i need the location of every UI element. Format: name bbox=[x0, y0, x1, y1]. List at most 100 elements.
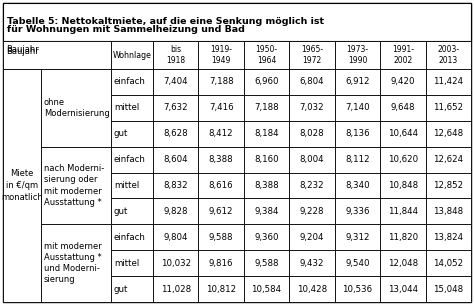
Text: 8,604: 8,604 bbox=[164, 155, 188, 164]
Bar bbox=[335, 41, 380, 69]
Bar bbox=[153, 69, 199, 95]
Bar bbox=[289, 95, 335, 121]
Bar bbox=[426, 95, 471, 121]
Bar bbox=[244, 276, 289, 302]
Text: 6,804: 6,804 bbox=[300, 77, 324, 86]
Bar bbox=[3, 3, 471, 41]
Text: einfach: einfach bbox=[114, 233, 146, 242]
Bar bbox=[335, 121, 380, 147]
Text: 9,228: 9,228 bbox=[300, 207, 324, 216]
Bar bbox=[199, 224, 244, 250]
Text: 9,540: 9,540 bbox=[345, 259, 370, 268]
Bar bbox=[335, 173, 380, 199]
Text: 11,424: 11,424 bbox=[433, 77, 464, 86]
Text: 8,388: 8,388 bbox=[209, 155, 234, 164]
Bar bbox=[426, 41, 471, 69]
Text: 10,428: 10,428 bbox=[297, 285, 327, 293]
Bar bbox=[199, 199, 244, 224]
Text: 10,812: 10,812 bbox=[206, 285, 236, 293]
Bar bbox=[426, 276, 471, 302]
Bar bbox=[289, 276, 335, 302]
Bar bbox=[244, 250, 289, 276]
Bar bbox=[199, 121, 244, 147]
Bar bbox=[289, 147, 335, 173]
Bar bbox=[244, 199, 289, 224]
Text: 10,848: 10,848 bbox=[388, 181, 418, 190]
Text: Baujahr: Baujahr bbox=[6, 45, 39, 54]
Bar bbox=[335, 199, 380, 224]
Bar bbox=[335, 276, 380, 302]
Text: nach Moderni-
sierung oder
mit moderner
Ausstattung *: nach Moderni- sierung oder mit moderner … bbox=[44, 164, 104, 207]
Text: 2003-
2013: 2003- 2013 bbox=[437, 45, 459, 65]
Text: mittel: mittel bbox=[114, 181, 139, 190]
Text: 14,052: 14,052 bbox=[433, 259, 464, 268]
Text: 8,616: 8,616 bbox=[209, 181, 234, 190]
Bar bbox=[335, 95, 380, 121]
Bar bbox=[244, 147, 289, 173]
Bar bbox=[289, 41, 335, 69]
Bar bbox=[426, 147, 471, 173]
Bar bbox=[199, 147, 244, 173]
Bar bbox=[111, 147, 153, 173]
Text: 8,184: 8,184 bbox=[254, 129, 279, 138]
Text: 8,628: 8,628 bbox=[164, 129, 188, 138]
Bar bbox=[41, 224, 111, 302]
Text: gut: gut bbox=[114, 129, 128, 138]
Bar bbox=[199, 250, 244, 276]
Text: 8,028: 8,028 bbox=[300, 129, 324, 138]
Text: 7,188: 7,188 bbox=[254, 103, 279, 112]
Bar bbox=[244, 121, 289, 147]
Text: 9,588: 9,588 bbox=[209, 233, 233, 242]
Bar bbox=[111, 41, 153, 69]
Text: 9,312: 9,312 bbox=[345, 233, 370, 242]
Text: 7,140: 7,140 bbox=[345, 103, 370, 112]
Text: 9,204: 9,204 bbox=[300, 233, 324, 242]
Text: für Wohnungen mit Sammelheizung und Bad: für Wohnungen mit Sammelheizung und Bad bbox=[7, 26, 245, 34]
Text: 7,404: 7,404 bbox=[164, 77, 188, 86]
Text: 10,584: 10,584 bbox=[252, 285, 282, 293]
Bar bbox=[244, 95, 289, 121]
Text: 1919-
1949: 1919- 1949 bbox=[210, 45, 232, 65]
Text: 8,340: 8,340 bbox=[345, 181, 370, 190]
Text: 8,160: 8,160 bbox=[254, 155, 279, 164]
Bar bbox=[380, 224, 426, 250]
Bar bbox=[41, 147, 111, 224]
Text: 15,048: 15,048 bbox=[433, 285, 464, 293]
Text: 11,028: 11,028 bbox=[161, 285, 191, 293]
Bar bbox=[111, 173, 153, 199]
Text: 9,828: 9,828 bbox=[164, 207, 188, 216]
Bar bbox=[111, 69, 153, 95]
Bar bbox=[426, 121, 471, 147]
Bar bbox=[426, 69, 471, 95]
Text: Baujahr: Baujahr bbox=[6, 46, 39, 56]
Bar bbox=[153, 250, 199, 276]
Bar bbox=[153, 173, 199, 199]
Text: bis
1918: bis 1918 bbox=[166, 45, 185, 65]
Text: 9,804: 9,804 bbox=[164, 233, 188, 242]
Text: 12,852: 12,852 bbox=[433, 181, 464, 190]
Text: einfach: einfach bbox=[114, 155, 146, 164]
Bar bbox=[289, 250, 335, 276]
Text: 7,032: 7,032 bbox=[300, 103, 324, 112]
Text: 12,624: 12,624 bbox=[433, 155, 464, 164]
Text: einfach: einfach bbox=[114, 77, 146, 86]
Bar bbox=[111, 224, 153, 250]
Bar bbox=[335, 69, 380, 95]
Bar bbox=[289, 121, 335, 147]
Text: 10,032: 10,032 bbox=[161, 259, 191, 268]
Text: 8,412: 8,412 bbox=[209, 129, 234, 138]
Text: 9,588: 9,588 bbox=[255, 259, 279, 268]
Text: 8,136: 8,136 bbox=[345, 129, 370, 138]
Text: 13,824: 13,824 bbox=[433, 233, 464, 242]
Text: 11,844: 11,844 bbox=[388, 207, 418, 216]
Text: gut: gut bbox=[114, 285, 128, 293]
Bar bbox=[111, 276, 153, 302]
Bar bbox=[244, 224, 289, 250]
Bar bbox=[335, 224, 380, 250]
Bar bbox=[3, 69, 41, 302]
Text: 7,632: 7,632 bbox=[164, 103, 188, 112]
Text: Miete
in €/qm
monatlich: Miete in €/qm monatlich bbox=[1, 169, 43, 202]
Bar bbox=[3, 41, 153, 69]
Text: 11,820: 11,820 bbox=[388, 233, 418, 242]
Bar bbox=[111, 250, 153, 276]
